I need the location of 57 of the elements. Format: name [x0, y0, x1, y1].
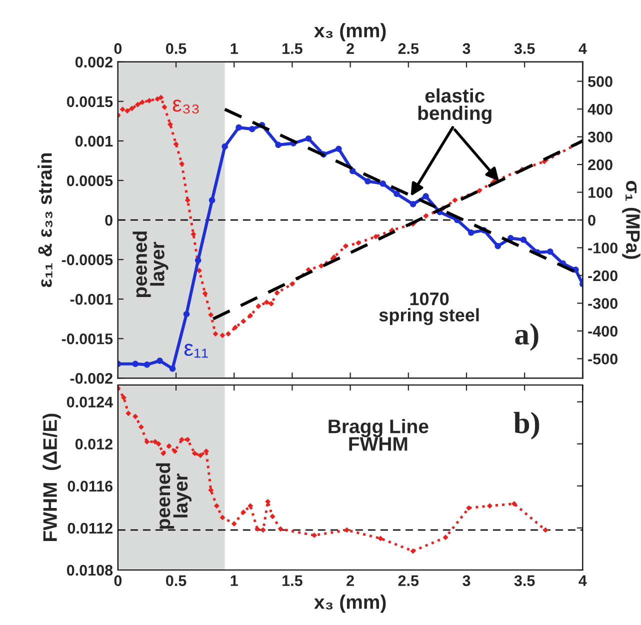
x-tick-label: 0.5 — [166, 575, 186, 586]
y-tick-label: 0.012 — [75, 438, 112, 450]
y-tick-label: 0.0124 — [66, 396, 114, 408]
x-tick-label: 2.5 — [398, 575, 419, 586]
y-tick-label: 0.0116 — [68, 480, 113, 492]
y-tick-label: -0.001 — [70, 294, 113, 305]
y2-tick-label: 500 — [588, 76, 612, 87]
annotation: peened layer — [132, 232, 168, 298]
x2-tick-label: 3.5 — [514, 43, 535, 54]
y2-tick-label: -300 — [588, 298, 618, 309]
y2-tick-label: 200 — [588, 159, 612, 170]
x2-tick-label: 2 — [346, 43, 354, 54]
annotation: peened layer — [156, 463, 192, 529]
x2-tick-label: 1.5 — [282, 43, 302, 54]
x2-tick-label: 0 — [114, 43, 122, 54]
x-tick-label: 4 — [578, 575, 587, 586]
y-tick-label: 0.002 — [75, 56, 112, 68]
x2-tick-label: 4 — [578, 43, 587, 54]
x2-tick-label: 2.5 — [398, 43, 419, 54]
annotation: 1070 spring steel — [379, 292, 479, 326]
y2-tick-label: 300 — [588, 132, 612, 142]
y-tick-label: 0.0112 — [68, 522, 112, 534]
x2-tick-label: 3 — [462, 43, 470, 54]
x-tick-label: 0 — [114, 575, 122, 586]
y-axis-title: FWHM (ΔE/E) — [42, 414, 61, 541]
x-tick-label: 3.5 — [514, 575, 535, 586]
y2-tick-label: -500 — [588, 354, 618, 364]
y2-tick-label: 400 — [588, 104, 612, 115]
series-label: ε₁₁ — [184, 344, 208, 358]
x2-tick-label: 0.5 — [166, 43, 186, 54]
y2-tick-label: 100 — [588, 187, 612, 198]
x2-axis-title: x₃ (mm) — [314, 23, 386, 42]
y2-tick-label: 0 — [588, 214, 596, 226]
y-tick-label: 0.0005 — [66, 175, 113, 186]
y-tick-label: -0.0005 — [62, 254, 113, 266]
y-tick-label: -0.0015 — [62, 333, 113, 344]
y-tick-label: 0.0015 — [66, 96, 113, 108]
x2-tick-label: 1 — [230, 43, 238, 54]
y2-tick-label: -100 — [588, 242, 618, 254]
x-tick-label: 1.5 — [282, 575, 302, 586]
x-tick-label: 3 — [462, 575, 470, 586]
y-tick-label: 0.001 — [75, 136, 113, 147]
y-tick-label: 0 — [105, 214, 112, 226]
y2-tick-label: -400 — [588, 326, 618, 337]
x-tick-label: 2 — [346, 575, 354, 586]
y2-axis-title: σ₁ (MPa) — [622, 180, 640, 259]
x-axis-title: x₃ (mm) — [314, 594, 386, 613]
y2-tick-label: -200 — [588, 270, 618, 282]
y-axis-title: ε₁₁ & ε₃₃ strain — [38, 153, 52, 288]
annotation: elastic bending — [418, 88, 492, 124]
annotation: a) — [515, 323, 538, 351]
y-tick-label: -0.002 — [70, 372, 112, 384]
y-tick-label: 0.0108 — [66, 564, 113, 576]
series-label: ε₃₃ — [172, 100, 199, 114]
annotation: Bragg Line FWHM — [328, 418, 428, 451]
annotation: b) — [514, 412, 540, 440]
x-tick-label: 1 — [230, 575, 238, 586]
